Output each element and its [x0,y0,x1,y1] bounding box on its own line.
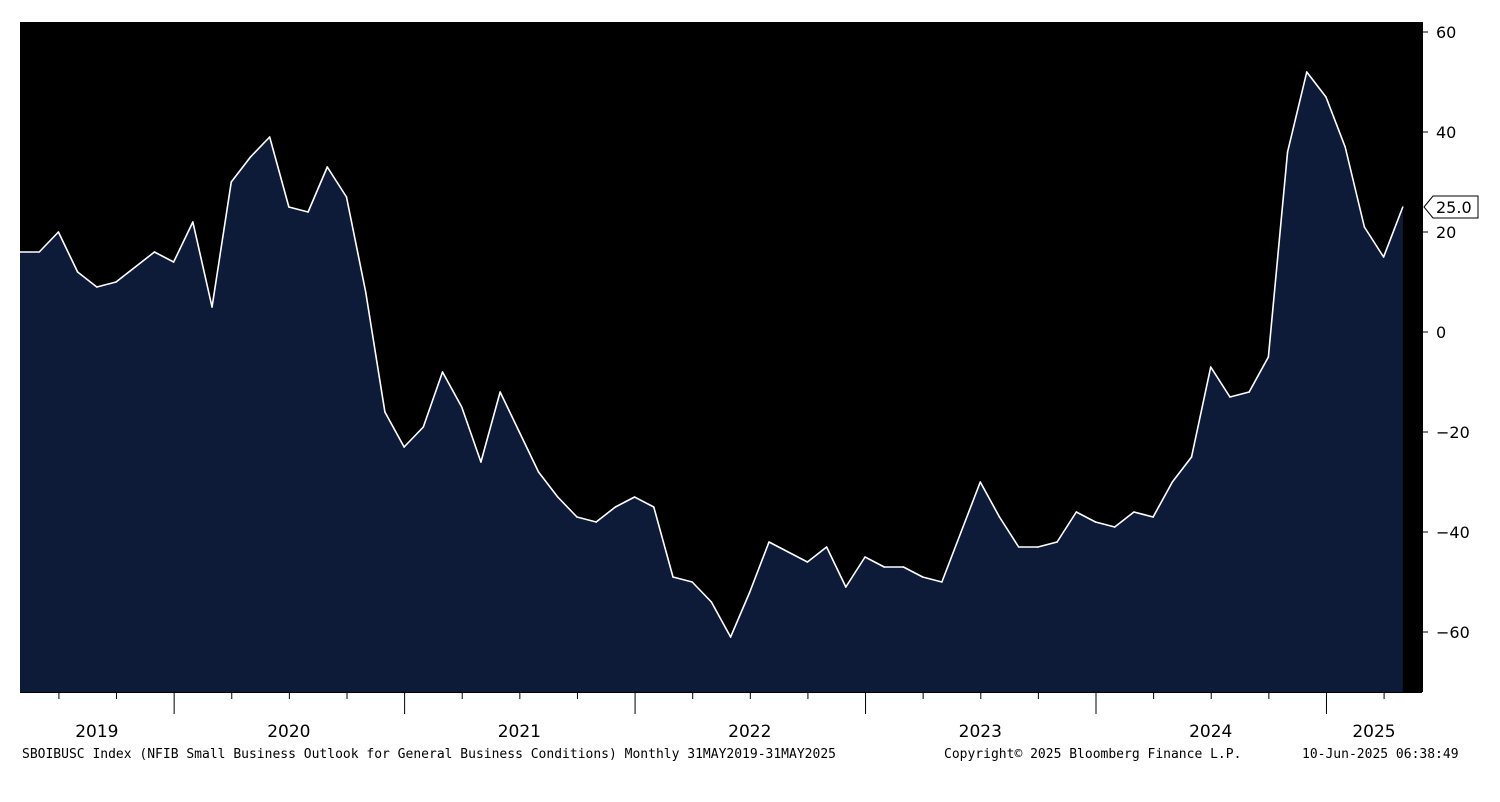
y-tick-label: −20 [1436,423,1470,442]
data-point [1401,206,1404,208]
data-point [326,166,329,168]
y-tick-label: 20 [1436,223,1456,242]
data-point [1171,481,1174,483]
data-point [633,496,636,498]
data-point [518,431,521,433]
data-point [19,251,21,253]
data-point [480,461,482,463]
data-point [192,221,194,223]
data-point [172,261,175,263]
data-point [153,251,156,253]
data-point [1286,151,1289,153]
footer-copyright: Copyright© 2025 Bloomberg Finance L.P. [944,747,1242,762]
data-point [1382,256,1385,258]
data-point [825,546,828,548]
data-point [1056,541,1058,543]
data-point [691,581,693,583]
data-point [38,251,41,253]
footer-description: SBOIBUSC Index (NFIB Small Business Outl… [22,747,836,762]
y-tick-label: 60 [1436,23,1456,42]
data-point [710,601,713,603]
data-point [76,271,79,273]
x-tick-label: 2019 [75,722,118,742]
last-value-tag [1423,195,1479,219]
x-tick-label: 2022 [728,722,771,742]
data-point [729,636,732,638]
data-point [864,556,866,558]
data-point [1017,546,1020,548]
data-point [268,136,271,138]
data-point [576,516,578,518]
data-point [1209,366,1212,368]
data-point [998,516,1001,518]
data-point [441,371,444,373]
data-point [1152,516,1154,518]
data-point [845,586,847,588]
data-point [1325,96,1327,98]
data-point [364,291,367,293]
x-tick-label: 2025 [1352,722,1395,742]
x-tick-label: 2021 [498,722,541,742]
y-tick-label: −40 [1436,523,1470,542]
data-point [1094,521,1097,523]
y-tick-label: 0 [1436,323,1446,342]
series-area [20,72,1403,692]
x-tick-label: 2020 [267,722,310,742]
x-tick-label: 2023 [959,722,1002,742]
data-point [941,581,943,583]
data-point [403,446,405,448]
y-tick-label: −60 [1436,623,1470,642]
data-point [1267,356,1270,358]
data-point [979,481,982,483]
data-point [249,156,252,158]
data-point [537,471,540,473]
data-point [1190,456,1193,458]
data-point [749,591,751,593]
x-tick-label: 2024 [1189,722,1232,742]
data-point [652,506,655,508]
data-point [595,521,597,523]
data-point [556,496,559,498]
footer: SBOIBUSC Index (NFIB Small Business Outl… [0,744,1500,766]
data-point [806,561,809,563]
data-point [902,566,905,568]
data-point [460,406,463,408]
data-point [768,541,770,543]
data-point [384,411,386,413]
data-point [288,206,290,208]
data-point [1363,226,1366,228]
data-point [1305,71,1308,73]
data-point [211,306,213,308]
data-point [883,566,886,568]
data-point [96,286,98,288]
footer-timestamp: 10-Jun-2025 06:38:49 [1302,747,1459,762]
data-point [1075,511,1078,513]
data-point [1133,511,1135,513]
data-point [499,391,501,393]
y-tick-label: 40 [1436,123,1456,142]
last-value-label: 25.0 [1436,198,1472,217]
data-point [1248,391,1250,393]
data-point [614,506,617,508]
data-point [345,196,348,198]
data-point [1344,146,1346,148]
data-point [921,576,924,578]
data-point [1229,396,1231,398]
data-point [307,211,309,213]
data-point [1113,526,1116,528]
data-point [422,426,425,428]
chart-svg: 2019 2020 2021 2022 2023 2024 2025 60 40 20 0 −20 −4… [19,22,1479,742]
data-point [57,231,60,233]
data-point [134,266,137,268]
data-point [115,281,117,283]
data-point [672,576,674,578]
data-point [960,531,962,533]
data-point [787,551,790,553]
data-point [1037,546,1039,548]
data-point [230,181,233,183]
